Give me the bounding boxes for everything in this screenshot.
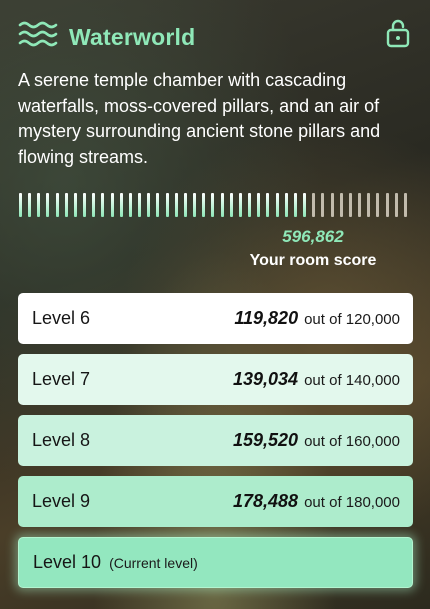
- room-progress-bar: [18, 193, 412, 217]
- level-points: 119,820: [234, 308, 299, 328]
- room-score-value: 596,862: [282, 227, 344, 246]
- level-card-9[interactable]: Level 9 178,488 out of 180,000: [18, 476, 413, 527]
- level-score: 178,488 out of 180,000: [233, 491, 400, 512]
- room-score-label: Your room score: [249, 252, 377, 269]
- level-score: 119,820 out of 120,000: [234, 308, 400, 329]
- progress-segment-filled: [284, 193, 288, 217]
- progress-segment-filled: [156, 193, 160, 217]
- progress-segment-filled: [174, 193, 178, 217]
- room-description: A serene temple chamber with cascading w…: [18, 70, 381, 167]
- level-points: 178,488: [233, 491, 299, 511]
- level-max-points: out of 180,000: [304, 494, 400, 511]
- progress-segment-empty: [358, 193, 362, 217]
- progress-segment-filled: [183, 193, 187, 217]
- level-card-7[interactable]: Level 7 139,034 out of 140,000: [18, 354, 413, 405]
- progress-segment-empty: [312, 193, 316, 217]
- progress-segment-filled: [202, 193, 206, 217]
- room-score-block: 596,862 Your room score: [230, 226, 396, 271]
- level-card-10-current[interactable]: Level 10 (Current level): [18, 537, 413, 588]
- progress-segment-filled: [128, 193, 132, 217]
- progress-segment-filled: [64, 193, 68, 217]
- progress-segment-filled: [55, 193, 59, 217]
- progress-segment-filled: [266, 193, 270, 217]
- progress-segment-filled: [73, 193, 77, 217]
- level-points: 159,520: [233, 430, 299, 450]
- progress-segment-filled: [28, 193, 32, 217]
- progress-segment-filled: [165, 193, 169, 217]
- level-label-group: Level 10 (Current level): [33, 552, 198, 573]
- progress-segment-filled: [101, 193, 105, 217]
- level-score: 159,520 out of 160,000: [233, 430, 400, 451]
- level-name: Level 10: [33, 552, 102, 572]
- level-max-points: out of 120,000: [304, 311, 400, 328]
- progress-segment-filled: [238, 193, 242, 217]
- progress-segment-filled: [293, 193, 297, 217]
- progress-segment-filled: [275, 193, 279, 217]
- progress-segment-filled: [83, 193, 87, 217]
- level-card-6[interactable]: Level 6 119,820 out of 120,000: [18, 293, 413, 344]
- level-max-points: out of 140,000: [304, 372, 400, 389]
- progress-segment-filled: [248, 193, 252, 217]
- progress-segment-empty: [403, 193, 407, 217]
- progress-segment-filled: [37, 193, 41, 217]
- level-name: Level 7: [32, 369, 91, 389]
- progress-segment-filled: [92, 193, 96, 217]
- level-max-points: out of 160,000: [304, 433, 400, 450]
- progress-segment-empty: [321, 193, 325, 217]
- progress-segment-empty: [385, 193, 389, 217]
- progress-segment-filled: [193, 193, 197, 217]
- progress-segment-filled: [138, 193, 142, 217]
- progress-segment-filled: [110, 193, 114, 217]
- progress-segment-filled: [147, 193, 151, 217]
- progress-segment-empty: [339, 193, 343, 217]
- level-name: Level 6: [32, 308, 91, 328]
- progress-segment-filled: [257, 193, 261, 217]
- progress-segment-empty: [394, 193, 398, 217]
- progress-segment-filled: [46, 193, 50, 217]
- progress-segment-filled: [211, 193, 215, 217]
- level-name: Level 8: [32, 430, 91, 450]
- progress-segment-empty: [348, 193, 352, 217]
- progress-segment-filled: [303, 193, 307, 217]
- level-score: 139,034 out of 140,000: [233, 369, 400, 390]
- level-points: 139,034: [233, 369, 299, 389]
- level-card-8[interactable]: Level 8 159,520 out of 160,000: [18, 415, 413, 466]
- room-title: Waterworld: [69, 24, 196, 50]
- progress-segment-filled: [119, 193, 123, 217]
- progress-segment-filled: [220, 193, 224, 217]
- progress-segment-filled: [19, 193, 22, 217]
- progress-segment-empty: [330, 193, 334, 217]
- room-header: Waterworld: [18, 18, 412, 54]
- progress-segment-empty: [367, 193, 371, 217]
- level-name: Level 9: [32, 491, 91, 511]
- progress-segment-filled: [229, 193, 233, 217]
- level-list: Level 6 119,820 out of 120,000 Level 7 1…: [18, 293, 413, 598]
- progress-segment-empty: [376, 193, 380, 217]
- current-level-tag: (Current level): [109, 555, 198, 571]
